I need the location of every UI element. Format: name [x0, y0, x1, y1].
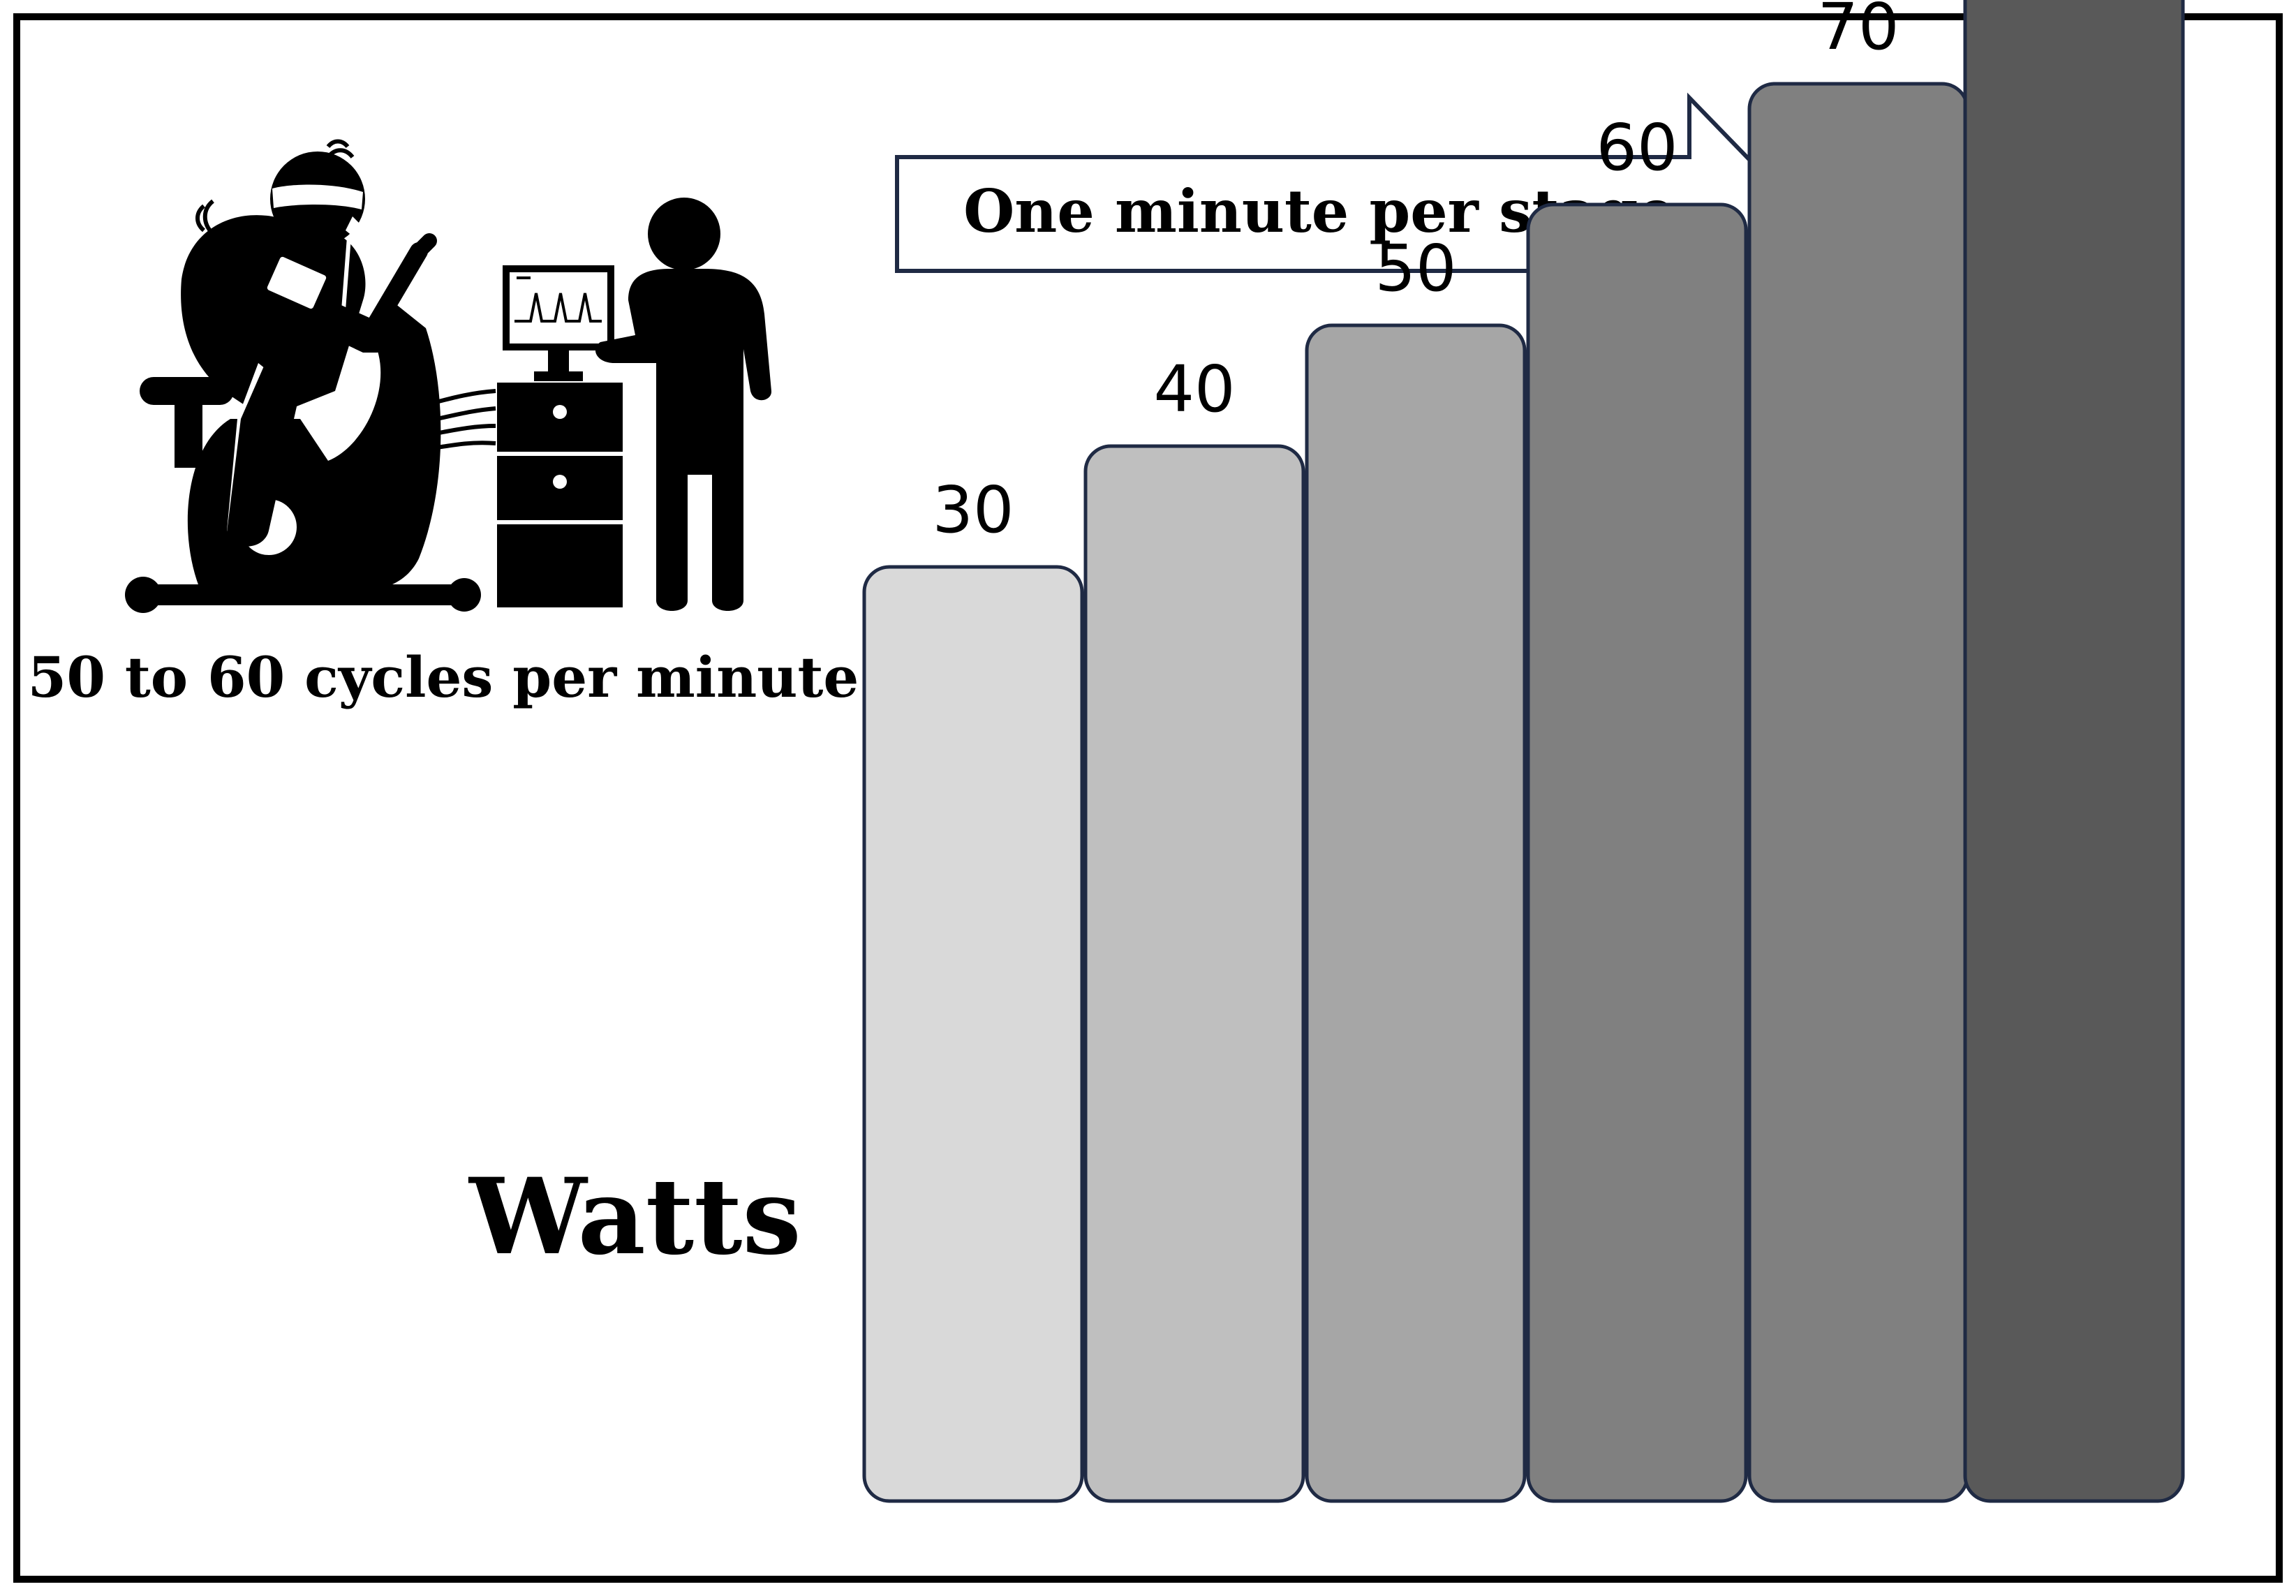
- stage-label-50: 50: [1375, 231, 1456, 306]
- stage-label-60: 60: [1596, 110, 1677, 185]
- stage-label-40: 40: [1153, 352, 1235, 427]
- stage-label-30: 30: [932, 473, 1014, 547]
- stage-block-40: [1083, 444, 1305, 1503]
- ecg-cables: [376, 389, 496, 456]
- ecg-monitor-icon: [497, 265, 623, 607]
- stage-block-60: [1526, 202, 1748, 1503]
- clinician-icon: [595, 198, 772, 611]
- watts-label: Watts: [468, 1155, 801, 1278]
- stage-block-70: [1747, 82, 1969, 1503]
- stage-block-30: [862, 565, 1084, 1503]
- stage-label-70: 70: [1817, 0, 1899, 64]
- exercise-bike-rider-icon: [125, 139, 481, 613]
- stage-block-50: [1305, 323, 1527, 1503]
- stage-blocks: 304050607080: [862, 0, 2185, 1503]
- stage-block-80: [1963, 0, 2185, 1503]
- exercise-test-pictogram: [125, 139, 772, 613]
- cadence-caption: 50 to 60 cycles per minute: [28, 644, 859, 710]
